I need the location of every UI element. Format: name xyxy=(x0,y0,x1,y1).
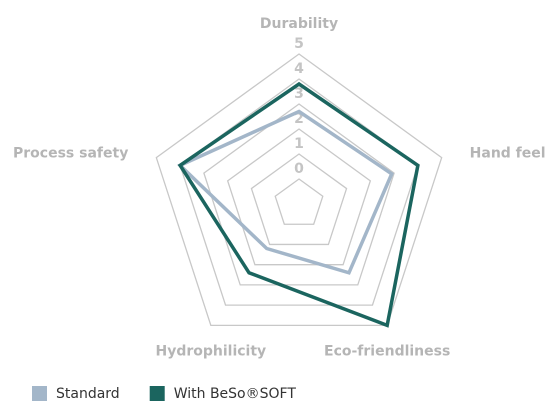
legend-label: Standard xyxy=(56,386,120,402)
series-line xyxy=(177,109,394,275)
grid-ring xyxy=(203,103,395,286)
tick-label: 1 xyxy=(294,136,304,152)
tick-label: 5 xyxy=(294,36,304,52)
legend-item: With BeSo®SOFT xyxy=(149,386,297,402)
axis-label: Eco-friendliness xyxy=(324,343,450,359)
grid-ring xyxy=(250,153,348,246)
axis-label: Hydrophilicity xyxy=(155,343,266,359)
axis-label: Hand feel xyxy=(470,146,546,162)
tick-label: 0 xyxy=(294,161,304,177)
legend-label: With BeSo®SOFT xyxy=(174,386,297,402)
legend-swatch xyxy=(149,386,165,401)
tick-label: 2 xyxy=(294,111,304,127)
axis-label: Process safety xyxy=(13,146,128,162)
legend-item: Standard xyxy=(32,386,120,402)
tick-label: 3 xyxy=(294,86,304,102)
series-line xyxy=(177,81,420,328)
grid-ring xyxy=(274,178,324,225)
grid-ring xyxy=(155,53,443,327)
legend-swatch xyxy=(32,386,47,401)
axis-label: Durability xyxy=(260,16,338,32)
grid-ring xyxy=(226,128,372,266)
tick-label: 4 xyxy=(294,61,304,77)
